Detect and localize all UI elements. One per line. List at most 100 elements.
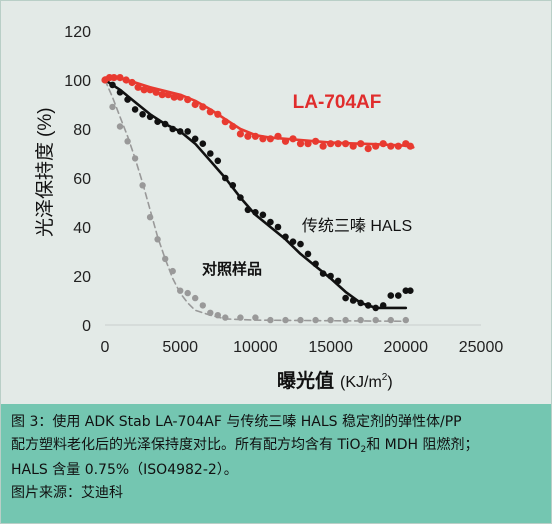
data-point — [206, 108, 214, 116]
data-point — [372, 142, 380, 150]
x-tick-label: 5000 — [162, 339, 198, 356]
data-point — [394, 142, 402, 150]
data-point — [334, 140, 342, 148]
data-point — [266, 135, 274, 143]
series-trend-line — [104, 79, 407, 323]
data-point — [282, 233, 289, 241]
data-point — [109, 81, 116, 89]
data-point — [152, 88, 160, 96]
data-point — [334, 277, 342, 285]
data-point — [267, 316, 274, 324]
data-point — [379, 140, 387, 148]
data-point — [236, 130, 244, 138]
x-tick-label: 20000 — [384, 339, 429, 356]
data-point — [296, 140, 305, 148]
data-point — [124, 96, 131, 103]
data-point — [387, 292, 395, 299]
caption-line-2: 配方塑料老化后的光泽保持度对比。所有配方均含有 TiO2和 MDH 阻燃剂； — [11, 434, 541, 459]
data-point — [252, 209, 259, 216]
caption-line-3: HALS 含量 0.75%（ISO4982-2）。 — [11, 462, 238, 478]
data-point — [131, 155, 139, 162]
data-point — [319, 270, 327, 277]
y-tick-label: 80 — [73, 122, 91, 139]
data-point — [176, 128, 184, 135]
data-point — [214, 110, 222, 118]
data-point — [191, 135, 199, 143]
data-point — [297, 240, 304, 248]
data-point — [116, 123, 124, 130]
data-point — [162, 255, 169, 263]
data-point — [192, 294, 199, 302]
data-point — [207, 309, 214, 316]
data-point — [109, 103, 116, 111]
x-axis-label: 曝光值 (KJ/m2) — [277, 369, 393, 392]
data-point — [154, 118, 161, 125]
data-point — [146, 214, 154, 221]
x-axis-label-text: 曝光值 — [277, 369, 334, 392]
data-point — [122, 76, 130, 84]
data-point — [342, 316, 349, 324]
data-point — [124, 138, 131, 145]
data-point — [259, 211, 267, 219]
data-point — [146, 113, 154, 121]
data-point — [259, 135, 267, 143]
data-point — [164, 91, 172, 99]
data-point — [139, 111, 146, 118]
data-point — [379, 302, 387, 309]
data-point — [372, 316, 379, 324]
x-axis-label-unit: (KJ/m — [340, 374, 382, 391]
data-point — [387, 142, 395, 150]
y-axis-label-unit: (%) — [35, 107, 56, 137]
data-point — [140, 86, 148, 94]
series-label: 对照样品 — [202, 260, 262, 278]
data-point — [229, 182, 237, 189]
data-point — [161, 120, 169, 128]
data-point — [319, 142, 327, 150]
data-point — [372, 304, 380, 312]
data-point — [221, 118, 229, 126]
data-point — [131, 106, 139, 113]
series-label: LA-704AF — [293, 92, 382, 113]
data-point — [199, 302, 206, 309]
data-point — [304, 140, 312, 148]
data-point — [237, 314, 244, 321]
chart-svg: 0 20 40 60 80 100 120 0 5000 10000 15000 20000 25000… — [34, 24, 504, 392]
data-point — [176, 93, 184, 101]
data-point — [244, 132, 252, 140]
data-point — [364, 302, 372, 309]
y-tick-label: 0 — [82, 318, 91, 335]
y-tick-label: 100 — [64, 73, 91, 90]
data-point — [387, 316, 394, 324]
y-tick-label: 60 — [73, 171, 91, 188]
data-point — [357, 316, 364, 324]
data-point — [177, 287, 184, 294]
data-point — [139, 182, 146, 189]
data-point — [267, 218, 274, 226]
data-point — [312, 137, 320, 145]
data-point — [244, 206, 252, 214]
x-axis-label-unit-close: ) — [387, 374, 392, 391]
series-label-backing — [197, 257, 267, 280]
data-point — [407, 287, 414, 295]
x-tick-label: 25000 — [459, 339, 504, 356]
data-point — [327, 272, 334, 280]
data-point — [289, 238, 297, 245]
data-point — [169, 125, 176, 133]
x-tick-label: 0 — [101, 339, 110, 356]
caption-source: 图片来源：艾迪科 — [11, 485, 123, 501]
data-point — [357, 299, 365, 307]
data-point — [229, 122, 237, 131]
caption-line-2-tail: 和 MDH 阻燃剂； — [366, 437, 479, 453]
data-point — [395, 292, 402, 299]
series-label: 传统三嗪 HALS — [302, 217, 412, 235]
data-point — [289, 135, 297, 143]
x-tick-label: 10000 — [233, 339, 278, 356]
figure-caption: 图 3：使用 ADK Stab LA-704AF 与传统三嗪 HALS 稳定剂的… — [1, 404, 551, 523]
data-point — [274, 223, 282, 231]
data-point — [364, 145, 372, 153]
data-point — [191, 100, 199, 109]
data-point — [312, 316, 319, 324]
data-point — [222, 174, 229, 182]
data-point — [312, 260, 319, 268]
data-point — [116, 89, 124, 96]
